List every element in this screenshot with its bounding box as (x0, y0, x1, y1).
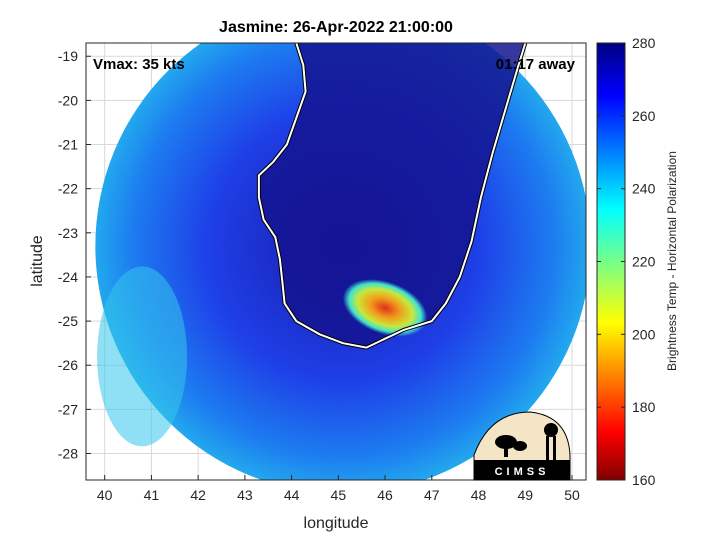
y-tick-label: -24 (58, 269, 78, 285)
logo-text: CIMSS (495, 466, 550, 478)
x-tick-label: 44 (284, 487, 300, 503)
x-tick-label: 43 (237, 487, 253, 503)
colorbar-ticks: 280 260 240 220 200 180 160 (597, 35, 656, 488)
cyan-band-west (97, 266, 188, 447)
colorbar-label: Brightness Temp - Horizontal Polarizatio… (665, 151, 679, 371)
colorbar-tick-label: 180 (632, 399, 656, 415)
axes-frame (85, 42, 587, 481)
y-axis-ticks: -19 -20 -21 -22 -23 -24 -25 -26 -27 -28 (58, 48, 91, 462)
y-tick-label: -27 (58, 401, 78, 417)
x-tick-label: 47 (424, 487, 440, 503)
x-axis-ticks: 40 41 42 43 44 45 46 47 48 49 50 (97, 475, 580, 503)
y-tick-label: -22 (58, 181, 78, 197)
x-axis-title: longitude (304, 515, 369, 532)
y-tick-label: -19 (58, 48, 78, 64)
x-tick-label: 49 (517, 487, 533, 503)
colorbar (596, 42, 626, 481)
y-tick-label: -21 (58, 137, 78, 153)
time-away-annotation: 01:17 away (496, 56, 576, 73)
x-tick-label: 48 (471, 487, 487, 503)
colorbar-tick-label: 220 (632, 254, 656, 270)
colorbar-tick-label: 200 (632, 326, 656, 342)
coastline (257, 43, 527, 349)
x-tick-label: 41 (144, 487, 160, 503)
cimss-logo: CIMSS (473, 411, 571, 481)
x-tick-label: 42 (190, 487, 206, 503)
colorbar-tick-label: 160 (632, 472, 656, 488)
colorbar-tick-label: 240 (632, 181, 656, 197)
y-axis-title: latitude (29, 235, 46, 287)
swath-image (95, 43, 586, 480)
vmax-annotation: Vmax: 35 kts (93, 56, 185, 73)
convection-hotspot (342, 279, 428, 337)
y-tick-label: -28 (58, 446, 78, 462)
land-mass-dark (258, 43, 526, 348)
x-tick-label: 50 (564, 487, 580, 503)
y-tick-label: -20 (58, 92, 78, 108)
y-tick-label: -23 (58, 225, 78, 241)
y-tick-label: -26 (58, 357, 78, 373)
colorbar-tick-label: 280 (632, 35, 656, 51)
x-tick-label: 45 (331, 487, 347, 503)
colorbar-tick-label: 260 (632, 108, 656, 124)
y-tick-label: -25 (58, 313, 78, 329)
chart-title: Jasmine: 26-Apr-2022 21:00:00 (219, 19, 453, 36)
x-tick-label: 46 (377, 487, 393, 503)
x-tick-label: 40 (97, 487, 113, 503)
